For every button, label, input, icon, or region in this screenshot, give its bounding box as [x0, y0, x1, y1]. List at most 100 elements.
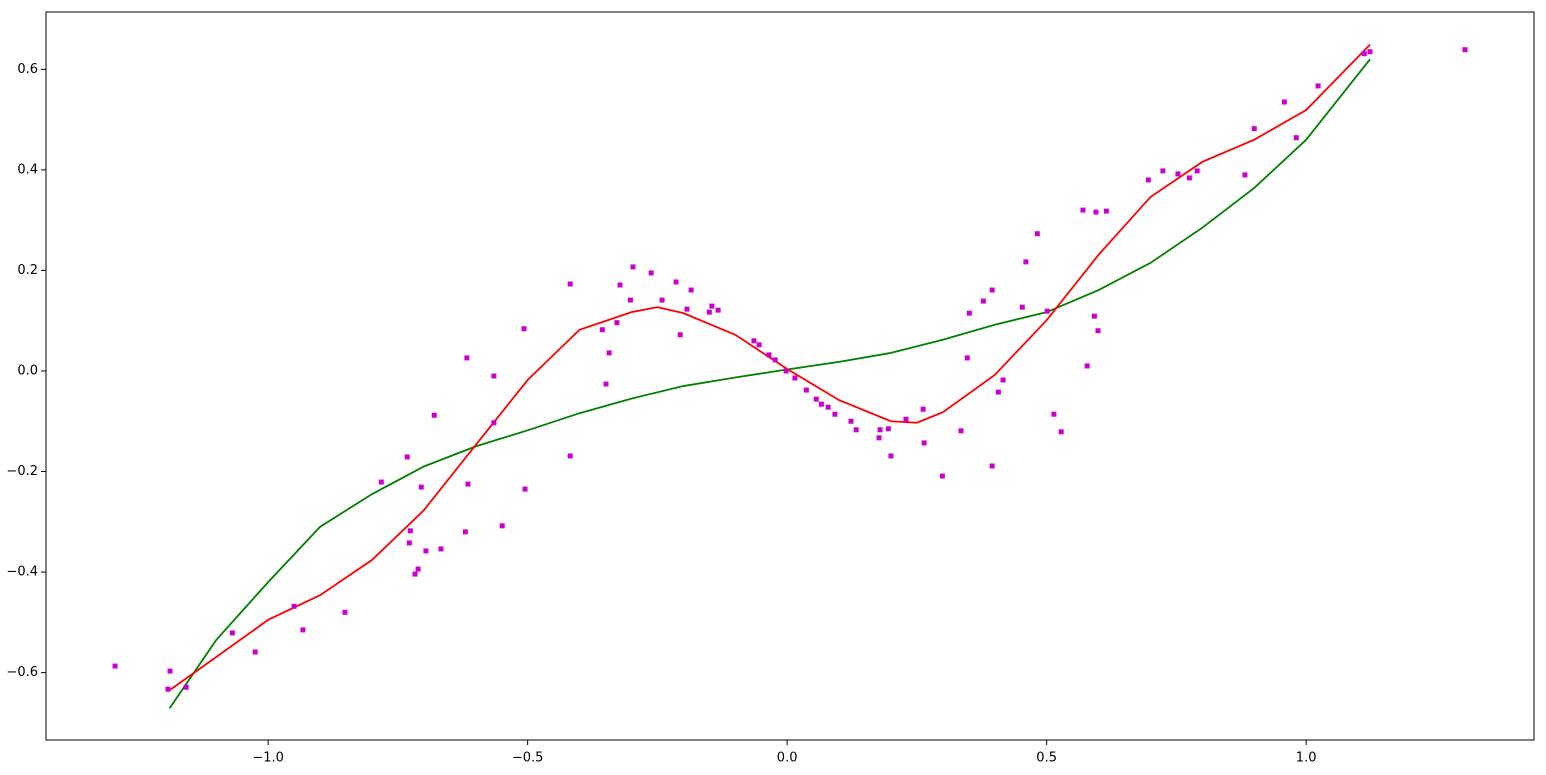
scatter-point [966, 310, 972, 316]
scatter-point [803, 387, 809, 393]
scatter-point [715, 307, 721, 313]
scatter-point [958, 428, 964, 434]
scatter-point [412, 571, 418, 577]
scatter-point [766, 352, 772, 358]
scatter-point [825, 404, 831, 410]
scatter-point [1095, 328, 1101, 334]
scatter-point [756, 342, 762, 348]
scatter-point [1093, 209, 1099, 215]
scatter-point [406, 540, 412, 546]
scatter-point [1251, 126, 1257, 132]
scatter-point [1091, 313, 1097, 319]
scatter-point [1058, 429, 1064, 435]
scatter-point [342, 609, 348, 615]
fit-line [168, 58, 1371, 709]
scatter-point [1242, 172, 1248, 178]
scatter-point [291, 603, 297, 609]
scatter-point [112, 663, 118, 669]
scatter-point [848, 418, 854, 424]
scatter-point [853, 427, 859, 433]
scatter-point [888, 453, 894, 459]
y-tick-label: 0.0 [17, 363, 38, 378]
scatter-point [1023, 259, 1029, 265]
scatter-point [418, 484, 424, 490]
scatter-point [939, 473, 945, 479]
scatter-point [876, 435, 882, 441]
scatter-point [1160, 168, 1166, 174]
scatter-point [1034, 231, 1040, 237]
scatter-point [1019, 304, 1025, 310]
scatter-point [606, 350, 612, 356]
scatter-point [751, 338, 757, 344]
scatter-point [1084, 363, 1090, 369]
scatter-point [885, 426, 891, 432]
scatter-point [688, 287, 694, 293]
scatter-point [877, 427, 883, 433]
scatter-point [1044, 308, 1050, 314]
scatter-point [521, 326, 527, 332]
scatter-point [1281, 99, 1287, 105]
scatter-point [438, 546, 444, 552]
y-tick-label: 0.2 [17, 263, 38, 278]
y-tick-label: −0.2 [6, 464, 38, 479]
scatter-point [630, 264, 636, 270]
scatter-point [1186, 175, 1192, 181]
scatter-point [499, 523, 505, 529]
scatter-point [491, 420, 497, 426]
scatter-point [407, 528, 413, 534]
scatter-point [792, 375, 798, 381]
scatter-point [491, 373, 497, 379]
scatter-point [431, 412, 437, 418]
x-tick-label: 1.0 [1296, 751, 1317, 766]
scatter-point [1462, 47, 1468, 53]
scatter-point [813, 396, 819, 402]
scatter-point [1000, 377, 1006, 383]
scatter-point [229, 630, 235, 636]
scatter-point [465, 481, 471, 487]
scatter-point [378, 479, 384, 485]
scatter-point [921, 440, 927, 446]
scatter-point [772, 357, 778, 363]
y-tick-label: −0.4 [6, 565, 38, 580]
scatter-point [567, 281, 573, 287]
scatter-point [903, 416, 909, 422]
scatter-point [404, 454, 410, 460]
plot-frame [45, 11, 1535, 741]
scatter-point [423, 548, 429, 554]
scatter-point [617, 282, 623, 288]
y-tick-label: 0.6 [17, 62, 38, 77]
scatter-point [1103, 208, 1109, 214]
scatter-point [684, 306, 690, 312]
scatter-point [183, 684, 189, 690]
scatter-point [567, 453, 573, 459]
y-tick-label: −0.6 [6, 665, 38, 680]
scatter-point [462, 529, 468, 535]
scatter-point [783, 368, 789, 374]
scatter-point [1367, 49, 1373, 55]
scatter-point [522, 486, 528, 492]
scatter-point [1194, 168, 1200, 174]
x-tick-label: −0.5 [512, 751, 544, 766]
scatter-point [832, 411, 838, 417]
scatter-point [1361, 51, 1367, 57]
scatter-point [648, 270, 654, 276]
scatter-point [1051, 411, 1057, 417]
scatter-point [252, 649, 258, 655]
scatter-point [673, 279, 679, 285]
scatter-point [709, 303, 715, 309]
y-tick-label: 0.4 [17, 162, 38, 177]
scatter-point [1080, 207, 1086, 213]
scatter-point [300, 627, 306, 633]
scatter-point [1315, 83, 1321, 89]
scatter-point [167, 668, 173, 674]
scatter-point [599, 327, 605, 333]
x-tick-label: 0.5 [1036, 751, 1057, 766]
scatter-point [415, 566, 421, 572]
scatter-point [1293, 135, 1299, 141]
scatter-point [964, 355, 970, 361]
scatter-point [995, 389, 1001, 395]
x-tick-label: 0.0 [777, 751, 798, 766]
scatter-point [1175, 171, 1181, 177]
scatter-point [165, 686, 171, 692]
